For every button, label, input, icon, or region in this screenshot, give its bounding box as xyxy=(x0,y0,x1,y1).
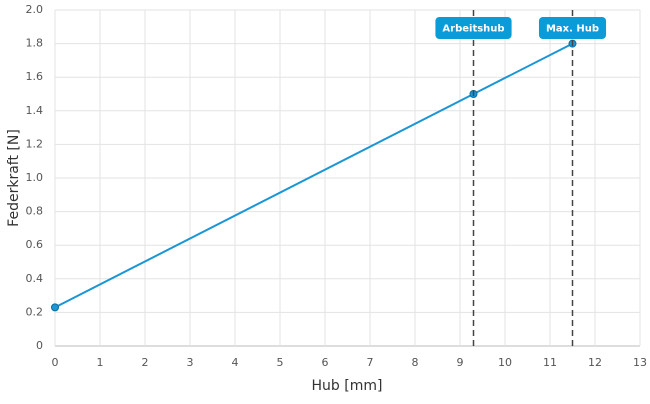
x-tick-label: 11 xyxy=(543,356,557,369)
x-tick-label: 6 xyxy=(322,356,329,369)
x-tick-label: 0 xyxy=(52,356,59,369)
y-tick-label: 0.4 xyxy=(26,272,44,285)
x-axis-title: Hub [mm] xyxy=(312,378,383,394)
y-axis-title: Federkraft [N] xyxy=(6,129,22,227)
x-tick-label: 13 xyxy=(633,356,647,369)
x-tick-label: 4 xyxy=(232,356,239,369)
y-tick-label: 0.2 xyxy=(26,305,44,318)
annotation-box xyxy=(435,17,512,39)
annotation-label: Max. Hub xyxy=(546,24,599,35)
point xyxy=(51,303,59,312)
y-tick-label: 0.8 xyxy=(26,205,44,218)
y-tick-label: 1.2 xyxy=(26,137,44,150)
x-tick-label: 10 xyxy=(498,356,512,369)
x-tick-label: 9 xyxy=(457,356,464,369)
y-tick-label: 1.6 xyxy=(26,70,44,83)
y-tick-label: 1.8 xyxy=(26,37,44,50)
x-tick-label: 8 xyxy=(412,356,419,369)
series-line xyxy=(54,42,573,309)
annotation-label: Arbeitshub xyxy=(442,24,504,35)
x-tick-label: 2 xyxy=(142,356,149,369)
x-tick-label: 12 xyxy=(588,356,602,369)
y-tick-label: 2.0 xyxy=(26,3,44,16)
y-tick-label: 0.6 xyxy=(26,238,44,251)
annotation-box xyxy=(538,17,607,39)
y-tick-label: 1.0 xyxy=(26,171,44,184)
y-tick-label: 0 xyxy=(36,339,43,352)
x-tick-label: 7 xyxy=(367,356,374,369)
y-tick-label: 1.4 xyxy=(26,104,44,117)
x-tick-label: 3 xyxy=(187,356,194,369)
x-tick-label: 1 xyxy=(97,356,104,369)
x-tick-label: 5 xyxy=(277,356,284,369)
